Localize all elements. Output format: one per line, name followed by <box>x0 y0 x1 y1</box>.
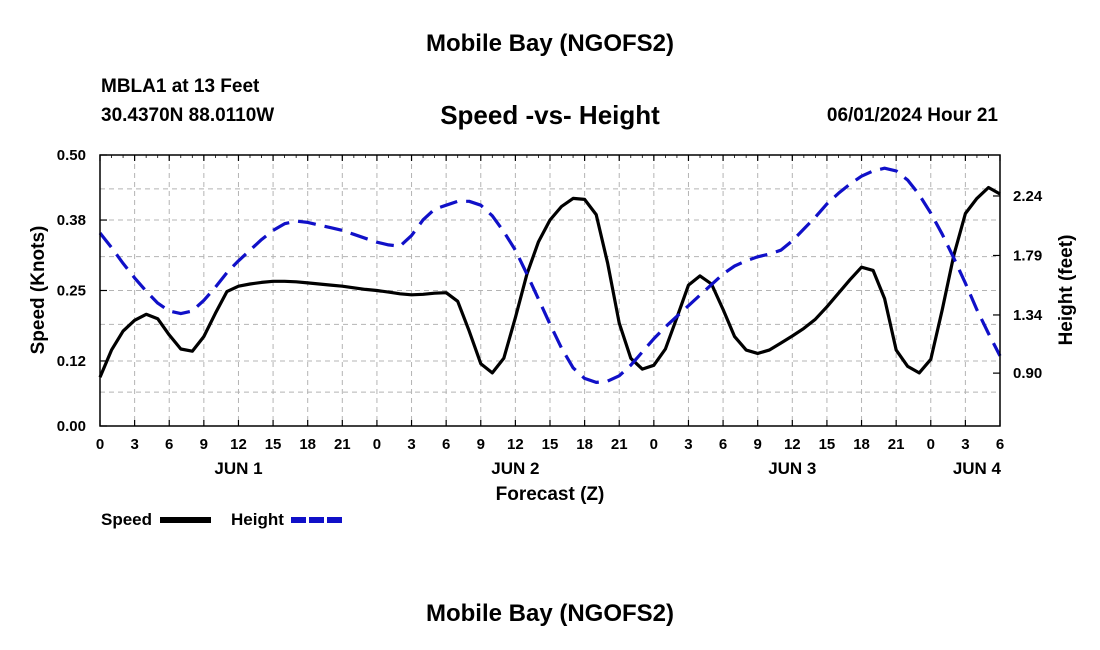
x-tick-label: 21 <box>611 436 628 453</box>
x-tick-label: 3 <box>407 436 415 453</box>
x-tick-label: 15 <box>542 436 559 453</box>
forecast-datestamp: 06/01/2024 Hour 21 <box>826 105 998 126</box>
x-tick-label: 0 <box>650 436 658 453</box>
day-label: JUN 1 <box>214 459 262 478</box>
speed-height-chart: 0 3 6 9 12 15 18 21 0 3 6 9 12 15 18 21 0 3 6 9 12 15 18 21 0 3 6 0… <box>28 147 1077 529</box>
grid-lines <box>100 155 1000 426</box>
x-tick-label: 9 <box>754 436 762 453</box>
x-tick-label: 18 <box>853 436 870 453</box>
x-tick-label: 12 <box>784 436 801 453</box>
y2-tick-label: 0.90 <box>1013 365 1042 382</box>
station-label: MBLA1 at 13 Feet <box>101 76 260 97</box>
x-tick-label: 3 <box>684 436 692 453</box>
y2-tick-label: 2.24 <box>1013 188 1043 205</box>
legend-label-height: Height <box>231 510 284 529</box>
x-tick-label: 9 <box>477 436 485 453</box>
x-tick-label: 0 <box>373 436 381 453</box>
y2-tick-label: 1.79 <box>1013 247 1042 264</box>
y-tick-label: 0.00 <box>57 418 86 435</box>
x-tick-label: 6 <box>719 436 727 453</box>
x-tick-label: 9 <box>200 436 208 453</box>
x-tick-label: 21 <box>334 436 351 453</box>
day-label: JUN 2 <box>491 459 539 478</box>
day-label: JUN 4 <box>953 459 1002 478</box>
footer-title: Mobile Bay (NGOFS2) <box>425 600 675 627</box>
legend-label-speed: Speed <box>101 510 152 529</box>
x-tick-label: 21 <box>888 436 905 453</box>
chart-subtitle: Speed -vs- Height <box>440 100 660 130</box>
y2-tick-label: 1.34 <box>1013 307 1043 324</box>
x-tick-label: 15 <box>265 436 282 453</box>
x-tick-label: 15 <box>819 436 836 453</box>
x-tick-label: 0 <box>927 436 935 453</box>
chart-title: Mobile Bay (NGOFS2) <box>425 30 675 57</box>
x-tick-label: 6 <box>165 436 173 453</box>
y2-axis-title: Height (feet) <box>1056 235 1077 346</box>
x-tick-label: 3 <box>961 436 969 453</box>
y-tick-label: 0.38 <box>57 212 86 229</box>
x-tick-label: 6 <box>996 436 1004 453</box>
x-tick-label: 3 <box>130 436 138 453</box>
series-line-speed <box>98 185 1001 378</box>
x-axis-title: Forecast (Z) <box>496 484 605 505</box>
day-label: JUN 3 <box>768 459 816 478</box>
x-tick-label: 12 <box>230 436 247 453</box>
x-tick-label: 0 <box>96 436 104 453</box>
station-coordinates: 30.4370N 88.0110W <box>101 105 275 126</box>
series-layer <box>98 166 1002 384</box>
x-tick-label: 12 <box>507 436 524 453</box>
x-tick-label: 6 <box>442 436 450 453</box>
y-tick-label: 0.12 <box>57 353 86 370</box>
y-axis-title: Speed (Knots) <box>28 226 49 355</box>
y-tick-label: 0.25 <box>57 283 86 300</box>
x-tick-label: 18 <box>299 436 316 453</box>
legend: Speed Height <box>101 510 342 529</box>
x-tick-label: 18 <box>576 436 593 453</box>
y-tick-label: 0.50 <box>57 147 86 164</box>
axes-layer: 0 3 6 9 12 15 18 21 0 3 6 9 12 15 18 21 0 3 6 9 12 15 18 21 0 3 6 0… <box>28 147 1077 505</box>
